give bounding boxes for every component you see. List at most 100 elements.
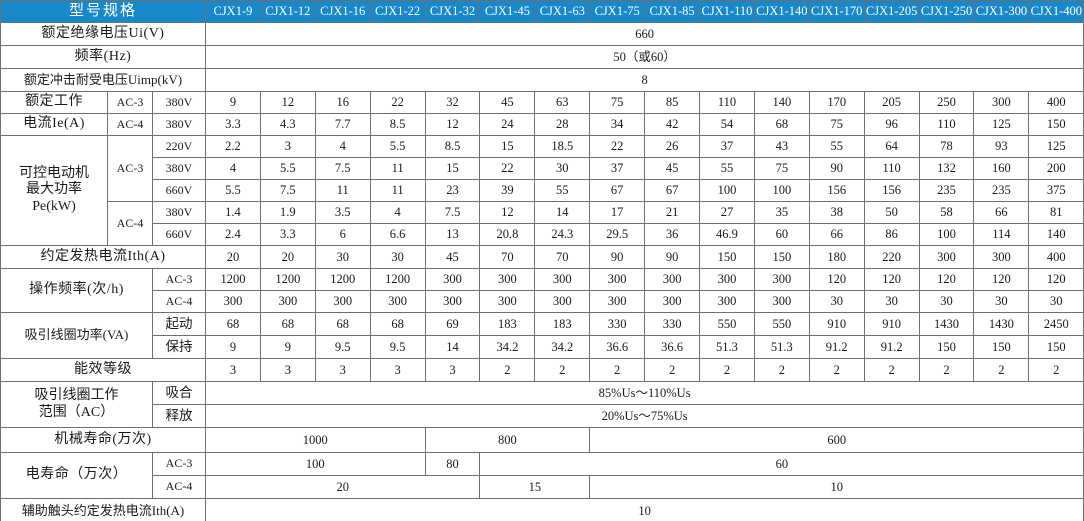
cell-ith-3: 30 — [369, 245, 426, 269]
cell-efficiency-2: 3 — [314, 358, 371, 382]
cell-efficiency-12: 2 — [863, 358, 920, 382]
cell-elec-life-ac4-2: 10 — [589, 475, 1084, 499]
cell-coil-hold-13: 150 — [918, 335, 975, 359]
cell-pe-ac3-660-13: 235 — [918, 179, 975, 202]
row-pe-ac3-220: 可控电动机 最大功率 Pe(kW) AC-3 220V 2.2 3 4 5.5 … — [0, 135, 1084, 246]
cell-pe-ac3-380-15: 200 — [1028, 157, 1084, 180]
row-coil-power-hold: 保持 9 9 9.5 9.5 14 34.2 34.2 36.6 36.6 51… — [1, 335, 1084, 359]
cell-opfreq-ac3-8: 300 — [644, 268, 701, 291]
cell-pe-ac3-220-15: 125 — [1028, 135, 1084, 158]
cell-coil-start-13: 1430 — [918, 312, 975, 336]
cell-ith-15: 400 — [1028, 245, 1084, 269]
cell-pe-ac4-660-5: 20.8 — [479, 223, 536, 246]
cell-elec-life-ac3-2: 60 — [479, 452, 1084, 476]
cell-pe-ac4-660-4: 13 — [424, 223, 481, 246]
cell-coil-start-10: 550 — [753, 312, 810, 336]
header-type-cjx1-205: CJX1-205 — [863, 0, 920, 23]
header-type-cjx1-300: CJX1-300 — [973, 0, 1030, 23]
cell-opfreq-ac4-4: 300 — [424, 290, 481, 313]
cell-pe-ac3-220-13: 78 — [918, 135, 975, 158]
header-type-cjx1-250: CJX1-250 — [918, 0, 975, 23]
cell-ie-ac4-13: 110 — [918, 113, 975, 136]
cell-opfreq-ac3-12: 120 — [863, 268, 920, 291]
cell-coil-hold-6: 34.2 — [534, 335, 591, 359]
label-rated-current-line1: 额定工作 — [0, 91, 108, 114]
cell-elec-life-ac3-1: 80 — [424, 452, 481, 476]
cell-pe-ac4-380-12: 50 — [863, 201, 920, 224]
cell-coil-start-7: 330 — [589, 312, 646, 336]
cell-pe-ac3-660-3: 11 — [369, 179, 426, 202]
cell-pe-ac4-380-0: 1.4 — [205, 201, 261, 224]
cell-ie-ac3-1: 12 — [259, 91, 316, 114]
cell-pe-ac4-380-15: 81 — [1028, 201, 1084, 224]
label-operating-frequency: 操作频率(次/h) — [0, 268, 153, 313]
cell-coil-start-12: 910 — [863, 312, 920, 336]
cell-coil-hold-8: 36.6 — [644, 335, 701, 359]
cell-pe-ac3-660-2: 11 — [314, 179, 371, 202]
cell-opfreq-ac4-7: 300 — [589, 290, 646, 313]
cell-pe-ac3-660-0: 5.5 — [205, 179, 261, 202]
header-type-cjx1-140: CJX1-140 — [753, 0, 810, 23]
label-frequency: 频率(Hz) — [0, 45, 206, 69]
cell-ie-ac3-3: 22 — [369, 91, 426, 114]
cell-pe-ac3-660-14: 235 — [973, 179, 1030, 202]
cell-ie-ac3-4: 32 — [424, 91, 481, 114]
cell-efficiency-1: 3 — [259, 358, 316, 382]
row-coil-range-release: 释放 20%Us～75%Us — [1, 404, 1084, 428]
cell-ie-ac3-7: 75 — [589, 91, 646, 114]
cell-efficiency-0: 3 — [205, 358, 261, 382]
value-rated-insulation-voltage: 660 — [204, 22, 1084, 46]
cell-ie-ac4-5: 24 — [479, 113, 536, 136]
label-rated-impulse-voltage: 额定冲击耐受电压Uimp(kV) — [0, 68, 206, 92]
mode-coil-pickup: 吸合 — [152, 381, 206, 405]
cell-opfreq-ac4-14: 30 — [973, 290, 1030, 313]
cell-pe-ac4-660-3: 6.6 — [369, 223, 426, 246]
cell-ie-ac4-10: 68 — [753, 113, 810, 136]
cell-pe-ac3-660-12: 156 — [863, 179, 920, 202]
header-type-cjx1-45: CJX1-45 — [479, 0, 536, 23]
label-coil-power: 吸引线圈功率(VA) — [0, 312, 153, 359]
cell-ie-ac4-0: 3.3 — [205, 113, 261, 136]
cell-ith-13: 300 — [918, 245, 975, 269]
cell-efficiency-6: 2 — [534, 358, 591, 382]
row-rated-current-ac3: 额定工作 AC-3 380V 9 12 16 22 32 45 63 75 85… — [0, 91, 1084, 114]
header-model-label: 型号规格 — [0, 0, 206, 23]
row-efficiency-grade: 能效等级 3 3 3 3 3 2 2 2 2 2 2 2 2 2 2 2 — [0, 358, 1084, 382]
cell-pe-ac3-660-11: 156 — [808, 179, 865, 202]
cell-coil-hold-14: 150 — [973, 335, 1030, 359]
cell-coil-hold-7: 36.6 — [589, 335, 646, 359]
cell-opfreq-ac4-5: 300 — [479, 290, 536, 313]
cell-pe-ac3-380-0: 4 — [205, 157, 261, 180]
cell-ie-ac3-5: 45 — [479, 91, 536, 114]
cell-pe-ac3-220-9: 37 — [699, 135, 755, 158]
cell-coil-hold-12: 91.2 — [863, 335, 920, 359]
label-motor-max-power-line3: Pe(kW) — [32, 198, 76, 214]
cell-pe-ac4-380-13: 58 — [918, 201, 975, 224]
label-mechanical-life: 机械寿命(万次) — [0, 427, 206, 453]
cell-ie-ac4-11: 75 — [808, 113, 865, 136]
header-type-cjx1-110: CJX1-110 — [699, 0, 755, 23]
cell-mech-life-2: 600 — [589, 427, 1084, 453]
row-auxiliary-thermal-current: 辅助触头约定发热电流Ith(A) 10 — [0, 498, 1084, 521]
cell-opfreq-ac4-2: 300 — [314, 290, 371, 313]
cell-pe-ac3-380-11: 90 — [808, 157, 865, 180]
cell-coil-start-5: 183 — [479, 312, 536, 336]
cell-coil-hold-3: 9.5 — [369, 335, 426, 359]
cell-ie-ac3-8: 85 — [644, 91, 701, 114]
cell-pe-ac4-660-14: 114 — [973, 223, 1030, 246]
cell-coil-start-4: 69 — [424, 312, 481, 336]
row-frequency: 频率(Hz) 50（或60） — [0, 45, 1084, 69]
cell-pe-ac4-380-10: 35 — [753, 201, 810, 224]
cell-ie-ac4-6: 28 — [534, 113, 591, 136]
value-auxiliary-thermal-current: 10 — [204, 498, 1084, 521]
header-type-cjx1-12: CJX1-12 — [259, 0, 316, 23]
cell-coil-hold-4: 14 — [424, 335, 481, 359]
row-coil-power-start: 吸引线圈功率(VA) 起动 68 68 68 68 69 183 183 330… — [0, 312, 1084, 359]
voltage-ie-ac4: 380V — [152, 113, 206, 136]
cell-opfreq-ac4-1: 300 — [259, 290, 316, 313]
cell-coil-start-14: 1430 — [973, 312, 1030, 336]
cell-pe-ac4-660-11: 66 — [808, 223, 865, 246]
cell-coil-hold-11: 91.2 — [808, 335, 865, 359]
header-type-cjx1-32: CJX1-32 — [424, 0, 481, 23]
cell-pe-ac4-380-11: 38 — [808, 201, 865, 224]
